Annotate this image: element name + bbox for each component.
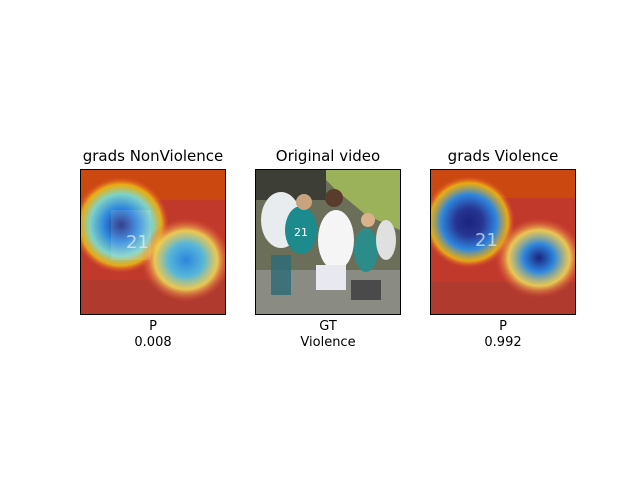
heatmap-image: 21	[430, 169, 576, 315]
panel-grads-nonviolence: grads NonViolence	[63, 146, 243, 356]
caption-label: P	[149, 319, 157, 334]
panel-grads-violence: grads Violence	[413, 146, 593, 356]
panel-original-video: Original video 21 GT Violence	[238, 146, 418, 356]
video-frame-image: 21	[255, 169, 401, 315]
caption-value: 0.008	[134, 335, 172, 350]
prediction-caption: P 0.992	[413, 319, 593, 351]
ground-truth-caption: GT Violence	[238, 319, 418, 351]
svg-text:21: 21	[294, 226, 308, 239]
caption-value: Violence	[300, 335, 356, 350]
panel-title: grads Violence	[447, 147, 559, 165]
panel-title: Original video	[275, 147, 381, 165]
caption-label: GT	[319, 319, 337, 334]
svg-text:21: 21	[126, 232, 149, 253]
svg-text:21: 21	[475, 230, 498, 251]
panel-title: grads NonViolence	[82, 147, 224, 165]
caption-value: 0.992	[484, 335, 522, 350]
caption-label: P	[499, 319, 507, 334]
prediction-caption: P 0.008	[63, 319, 243, 351]
heatmap-image: 21	[80, 169, 226, 315]
